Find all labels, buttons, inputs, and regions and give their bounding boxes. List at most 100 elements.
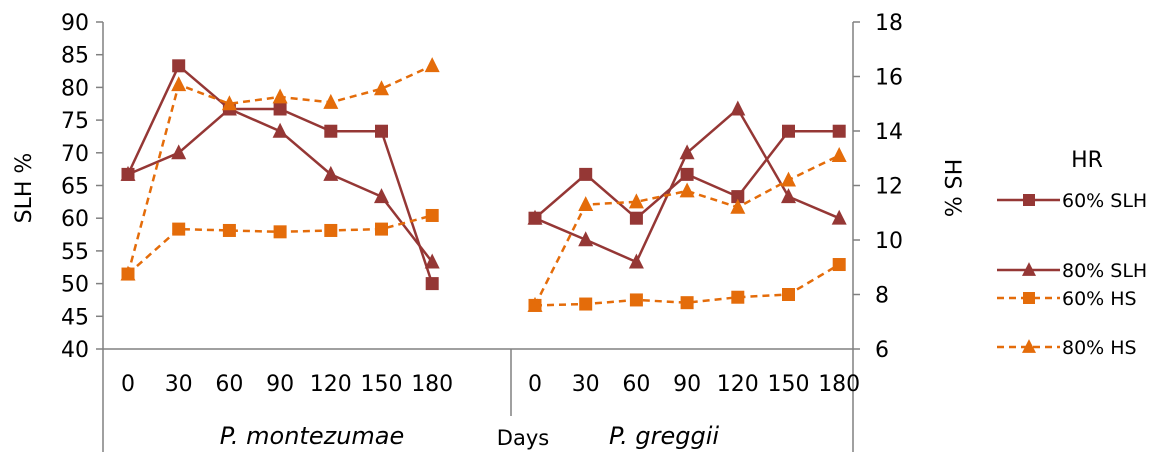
data-point-60pct-hs [731,290,745,304]
data-point-60pct-slh [273,102,287,116]
legend-item-80pct-hs: 80% HS [997,337,1137,359]
data-point-60pct-hs [324,223,338,237]
x-tick-label: 120 [717,372,759,397]
data-point-80pct-hs [730,198,746,214]
data-point-60pct-slh [629,211,643,225]
data-point-80pct-hs [578,196,594,212]
x-tick-label: 0 [121,372,135,397]
x-tick-label: 30 [165,372,193,397]
legend-item-80pct-slh: 80% SLH [997,260,1147,282]
x-tick-label: 90 [266,372,294,397]
x-category-ticks: 0 30 60 90 120 150 180 0 30 60 90 120 150 180 [121,372,860,397]
left-y-tick-label: 40 [61,338,89,363]
data-point-60pct-hs [425,208,439,222]
data-point-80pct-slh [374,188,389,204]
data-point-60pct-slh [172,59,186,73]
left-y-tick-label: 85 [61,44,89,69]
left-y-tick-label: 45 [61,305,89,330]
data-point-60pct-hs [222,223,236,237]
data-point-60pct-hs [172,222,186,236]
data-point-60pct-hs [680,296,694,310]
data-point-80pct-slh [781,188,796,204]
x-tick-label: 60 [622,372,650,397]
x-tick-label: 0 [528,372,542,397]
data-point-80pct-hs [527,296,543,312]
legend-marker-80pct-hs [1022,339,1036,353]
data-point-80pct-hs [781,171,796,187]
data-point-80pct-slh [679,144,695,160]
left-y-axis-title: SLH % [12,153,37,224]
legend-label-80pct-slh: 80% SLH [1062,260,1147,282]
group-label-p-greggii: P. greggii [609,422,719,450]
data-point-60pct-hs [273,225,287,239]
data-point-80pct-slh [628,253,644,269]
data-point-60pct-hs [375,222,388,236]
legend-items: 60% SLH 80% SLH 60% HS 80% HS [997,190,1147,359]
data-point-60pct-hs [782,288,795,301]
data-point-80pct-hs [221,95,237,111]
data-point-80pct-slh [424,253,440,269]
data-point-60pct-hs [629,293,643,307]
data-point-80pct-slh [831,209,847,225]
data-point-80pct-slh [171,144,187,160]
data-point-80pct-slh [272,122,288,138]
legend-label-60pct-slh: 60% SLH [1062,190,1147,212]
data-point-60pct-slh [425,277,439,291]
data-point-80pct-hs [323,93,339,109]
x-tick-label: 180 [818,372,860,397]
legend-item-60pct-slh: 60% SLH [997,190,1147,212]
data-point-80pct-hs [171,76,187,92]
legend-marker-60pct-slh [1023,194,1035,206]
legend-label-60pct-hs: 60% HS [1062,288,1137,310]
data-point-60pct-slh [731,190,745,204]
series-60pct-hs [121,208,846,312]
data-point-80pct-hs [628,193,644,209]
series-layer [120,57,847,312]
left-y-tick-label: 65 [61,175,89,200]
data-point-80pct-hs [272,88,288,104]
series-80pct-slh [120,100,847,269]
left-y-tick-label: 75 [61,109,89,134]
legend-marker-60pct-hs [1023,292,1035,304]
right-y-tick-label: 16 [875,66,903,91]
left-y-tick-label: 90 [61,11,89,36]
legend-item-60pct-hs: 60% HS [997,288,1137,310]
data-point-80pct-hs [831,147,847,162]
right-y-ticks: 6 8 10 12 14 16 18 [853,11,903,363]
x-tick-label: 60 [215,372,243,397]
group-label-p-montezumae: P. montezumae [220,422,405,450]
data-point-60pct-slh [324,124,338,138]
data-point-80pct-slh [527,209,543,225]
x-tick-label: 90 [673,372,701,397]
left-y-tick-label: 70 [61,142,89,167]
x-tick-label: 30 [572,372,600,397]
right-y-tick-label: 10 [875,229,903,254]
x-tick-label: 120 [310,372,352,397]
legend-label-80pct-hs: 80% HS [1062,337,1137,359]
right-y-tick-label: 14 [875,120,903,145]
right-y-tick-label: 8 [875,284,889,309]
data-point-60pct-slh [375,124,388,138]
data-point-80pct-hs [424,57,440,73]
left-y-tick-label: 80 [61,76,89,101]
x-tick-label: 150 [361,372,403,397]
x-axis-title: Days [497,426,549,450]
data-point-60pct-hs [832,258,846,272]
data-point-60pct-slh [782,124,795,138]
data-point-80pct-hs [120,265,136,281]
data-point-80pct-slh [578,231,594,247]
data-point-80pct-hs [679,182,695,198]
left-y-ticks: 40 45 50 55 60 65 70 75 80 85 90 [61,11,103,363]
left-y-tick-label: 55 [61,240,89,265]
data-point-80pct-slh [730,100,746,116]
legend-title: HR [1071,148,1103,173]
data-point-60pct-hs [579,297,593,311]
right-y-axis-title: HS % [939,159,964,217]
data-point-60pct-slh [680,167,694,181]
data-point-60pct-slh [579,167,593,181]
data-point-80pct-slh [323,165,339,181]
data-point-80pct-slh [120,165,136,181]
x-tick-label: 180 [411,372,453,397]
legend: HR 60% SLH 80% SLH 60% HS 80% HS [997,148,1147,359]
